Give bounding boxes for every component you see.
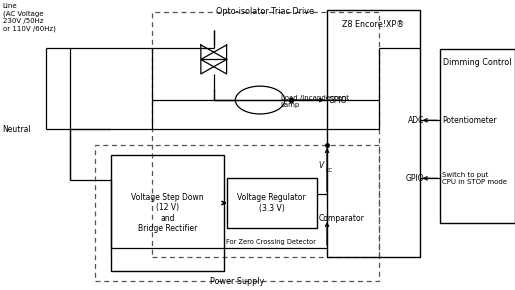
Text: Neutral: Neutral <box>3 124 31 134</box>
Text: CC: CC <box>325 168 333 173</box>
Text: Comparator: Comparator <box>318 214 364 224</box>
Text: Opto-isolator Triac Drive: Opto-isolator Triac Drive <box>216 7 314 16</box>
Text: Switch to put
CPU in STOP mode: Switch to put CPU in STOP mode <box>442 172 507 185</box>
Text: Line
(AC Voltage
230V /50Hz
or 110V /60Hz): Line (AC Voltage 230V /50Hz or 110V /60H… <box>3 3 56 32</box>
Bar <box>111 155 224 271</box>
Bar <box>327 10 420 257</box>
Text: For Zero Crossing Detector: For Zero Crossing Detector <box>227 239 316 245</box>
Text: Dimming Control: Dimming Control <box>443 58 512 67</box>
Text: V: V <box>318 161 323 170</box>
Text: Load /Incandescent
Lamp: Load /Incandescent Lamp <box>281 95 349 108</box>
Text: ADC: ADC <box>408 116 424 125</box>
Text: Voltage Regulator
(3.3 V): Voltage Regulator (3.3 V) <box>237 193 306 213</box>
Text: GPIO: GPIO <box>329 95 347 105</box>
Text: Voltage Step Down
(12 V)
and
Bridge Rectifier: Voltage Step Down (12 V) and Bridge Rect… <box>131 193 204 233</box>
Text: Z8 Encore!XP®: Z8 Encore!XP® <box>342 20 404 29</box>
Bar <box>95 145 379 281</box>
Bar <box>440 49 515 223</box>
Text: Potentiometer: Potentiometer <box>442 116 496 125</box>
Text: Power Supply: Power Supply <box>210 277 264 286</box>
Bar <box>152 12 379 257</box>
Bar <box>227 178 317 228</box>
Text: GPIO: GPIO <box>406 174 424 183</box>
